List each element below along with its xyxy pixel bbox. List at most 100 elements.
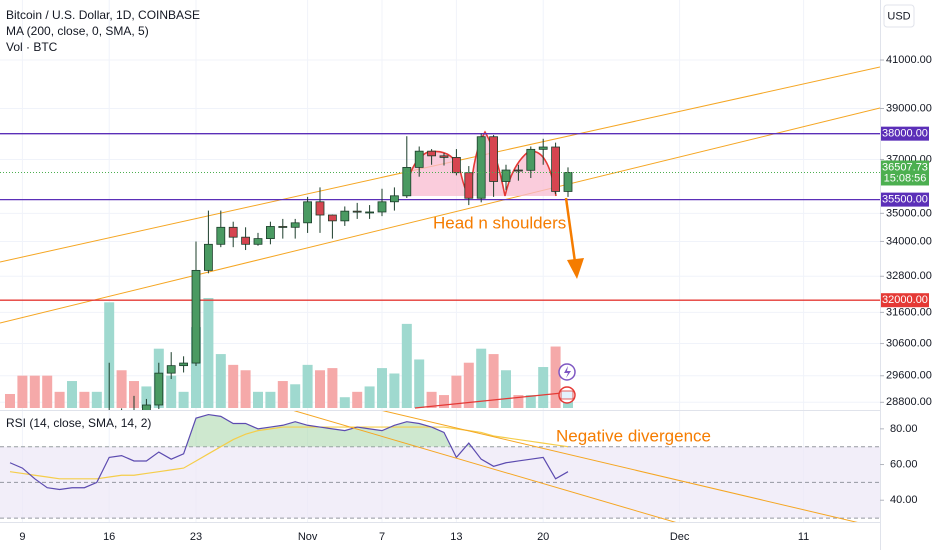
x-tick-label: 13 (450, 531, 462, 543)
flag-icon-glyph (560, 390, 574, 400)
volume-bar (178, 391, 189, 408)
icons (558, 363, 576, 404)
volume-bar (240, 370, 251, 408)
candle-body (315, 201, 325, 216)
price-label: 35500.00 (882, 194, 928, 206)
candle-body (402, 166, 412, 197)
x-tick-label: Nov (298, 531, 318, 543)
x-tick-label: 11 (798, 531, 809, 543)
volume-bar (253, 391, 263, 408)
y-tick-label: 32800.00 (886, 270, 932, 282)
y-tick-label: 29600.00 (886, 370, 932, 382)
volume-bar (414, 359, 425, 408)
volume-bar (451, 375, 462, 408)
currency-box (883, 4, 915, 28)
volume-bar (277, 381, 288, 408)
candle-body (352, 210, 362, 213)
price-axis (880, 0, 932, 550)
chart-title: Bitcoin / U.S. Dollar, 1D, COINBASE (6, 8, 200, 22)
annotation: Negative divergence (556, 426, 711, 445)
volume-bar (228, 364, 239, 408)
axes: 41000.0039000.0037000.0035000.0034000.00… (19, 54, 932, 543)
price-pane (0, 133, 880, 410)
candle-body (489, 136, 499, 182)
volume-bar (265, 391, 276, 408)
candle-body (365, 211, 375, 214)
rsi-band (0, 446, 880, 519)
y-tick-label: 35000.00 (886, 207, 932, 219)
volume-bar (352, 391, 363, 408)
volume-bar (54, 391, 65, 408)
candle-body (377, 201, 387, 213)
volume-bar (377, 368, 387, 408)
trend-line (0, 107, 880, 324)
x-tick-label: 7 (379, 531, 385, 543)
arrow (564, 197, 584, 279)
price-label-box (881, 293, 929, 308)
y-tick-label: 39000.00 (886, 102, 932, 114)
indicator-label: MA (200, close, 0, SMA, 5) (6, 24, 149, 38)
price-label: 38000.00 (882, 128, 928, 140)
volume-bar (5, 393, 15, 408)
y-tick-label: 31600.00 (886, 306, 932, 318)
x-tick-label: 23 (190, 531, 202, 543)
y-tick-label: 34000.00 (886, 235, 932, 247)
arrow-head (567, 258, 584, 279)
rsi-trend-line (382, 411, 858, 522)
candle-body (241, 236, 251, 245)
volume-bar (29, 375, 40, 408)
volume-bar (141, 386, 152, 408)
x-tick-label: 9 (19, 531, 25, 543)
candle-body (439, 155, 449, 158)
rsi-ma-line (9, 426, 569, 480)
candle-body (340, 210, 350, 222)
volume-bar (91, 391, 102, 408)
event-icon-glyph (564, 366, 571, 378)
candle-body (389, 195, 399, 203)
x-tick-label: Dec (670, 531, 690, 543)
volume-bar (129, 381, 139, 408)
candle-body (154, 372, 164, 406)
volume-bar (67, 381, 77, 408)
last-price-box (881, 160, 929, 186)
indicator-label: Vol · BTC (6, 40, 58, 54)
candle-body (216, 226, 226, 245)
candle-body (179, 362, 189, 367)
candle-body (228, 226, 238, 238)
volume-bar (401, 323, 412, 408)
candle-body (327, 214, 337, 222)
candle-body (303, 201, 313, 224)
volume-bar (104, 302, 115, 408)
x-tick-label: 16 (103, 531, 115, 543)
candle-body (551, 146, 560, 192)
volume-bar (364, 386, 375, 408)
volume-bar (116, 370, 127, 408)
volume-bar (42, 375, 53, 408)
candle-body (427, 150, 437, 157)
last-price: 36507.73 (882, 161, 928, 173)
price-label-box (881, 192, 929, 207)
x-tick-label: 20 (537, 531, 549, 543)
candle-body (166, 365, 176, 374)
countdown: 15:08:56 (884, 172, 927, 184)
volume-trend-line (414, 392, 563, 409)
candle-body (526, 148, 536, 171)
volume-bar (476, 348, 487, 408)
volume-bar (463, 362, 474, 408)
volume-bar (525, 395, 536, 408)
volume-bar (501, 370, 511, 408)
volume-bar (17, 375, 28, 408)
candle-body (191, 269, 201, 364)
candle-body (203, 243, 213, 271)
rsi-drawings (293, 411, 858, 522)
candle-body (464, 172, 474, 199)
y-tick-label: 41000.00 (886, 54, 932, 66)
rsi-tick-label: 80.00 (890, 423, 918, 435)
volume-bar (203, 298, 214, 408)
volume-bar (389, 373, 400, 408)
rsi-pane (0, 413, 880, 519)
candle-body (563, 172, 573, 192)
volume-bar (79, 391, 90, 408)
volume-bar (550, 346, 561, 408)
volume-bar (315, 370, 325, 408)
